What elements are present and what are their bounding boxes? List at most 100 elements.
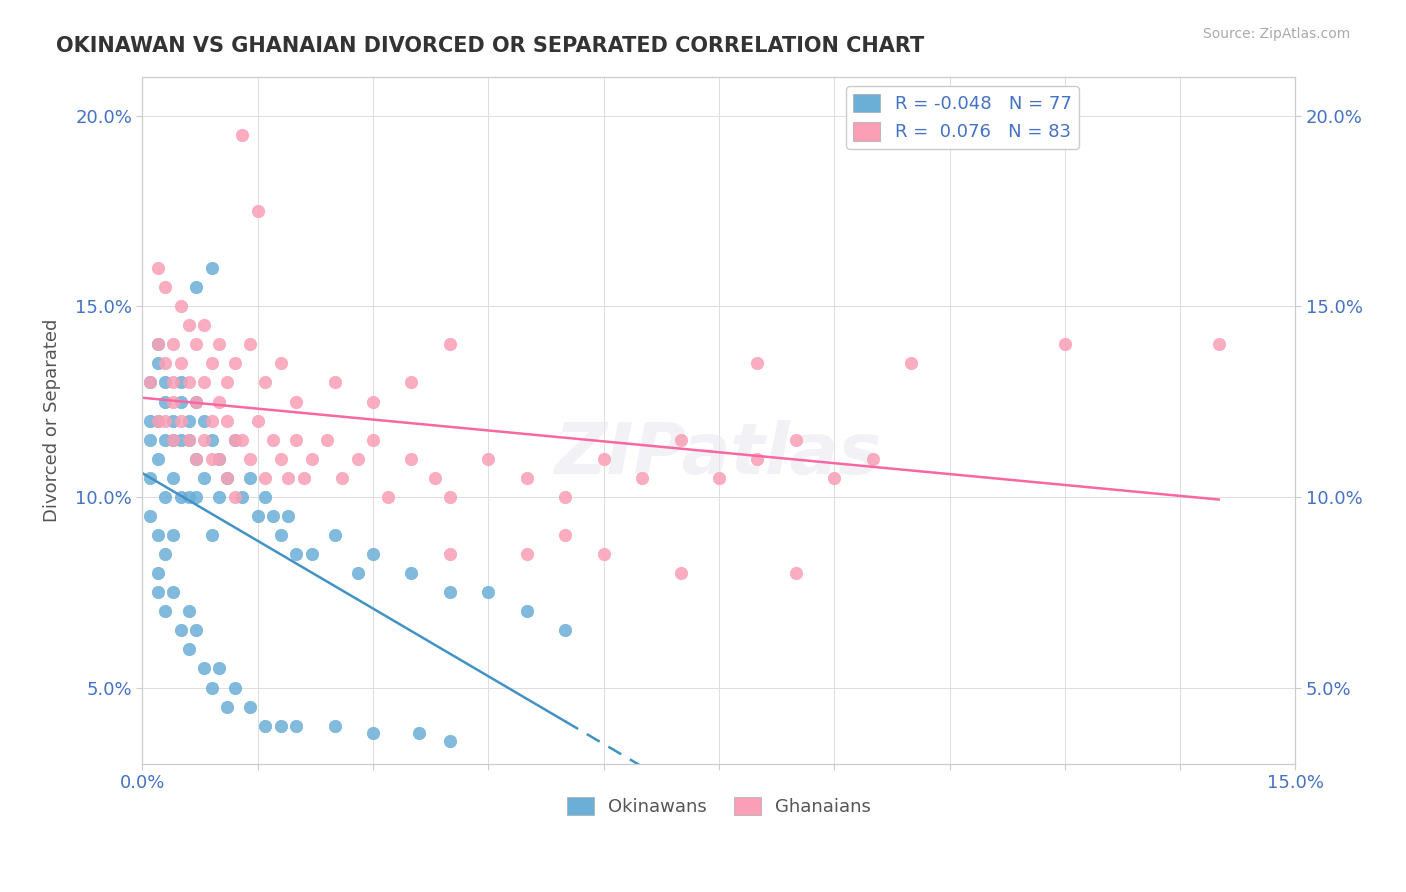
Point (139, 433, 162, 447)
Point (246, 203, 269, 218)
Point (669, 433, 692, 447)
Point (285, 394, 308, 409)
Point (162, 337, 184, 351)
Point (155, 280, 177, 294)
Point (439, 734, 461, 748)
Point (1053, 337, 1076, 351)
Point (254, 719, 277, 733)
Point (162, 471, 184, 485)
Point (215, 699, 238, 714)
Point (1208, 337, 1230, 351)
Point (224, 433, 246, 447)
Point (301, 547, 323, 561)
Point (186, 451, 208, 466)
Point (170, 414, 193, 428)
Point (155, 356, 177, 370)
Point (215, 376, 238, 390)
Point (361, 547, 384, 561)
Point (177, 414, 200, 428)
Point (170, 376, 193, 390)
Point (193, 318, 215, 333)
Point (270, 356, 292, 370)
Point (377, 490, 399, 504)
Text: OKINAWAN VS GHANAIAN DIVORCED OR SEPARATED CORRELATION CHART: OKINAWAN VS GHANAIAN DIVORCED OR SEPARAT… (56, 36, 925, 55)
Point (239, 699, 262, 714)
Point (193, 414, 215, 428)
Point (170, 624, 193, 638)
Point (193, 433, 215, 447)
Point (155, 414, 177, 428)
Point (201, 356, 224, 370)
Point (170, 299, 193, 313)
Point (239, 471, 262, 485)
Point (146, 337, 169, 351)
Point (170, 433, 193, 447)
Point (170, 394, 193, 409)
Point (155, 376, 177, 390)
Point (439, 337, 461, 351)
Point (177, 433, 200, 447)
Legend: Okinawans, Ghanaians: Okinawans, Ghanaians (560, 789, 879, 823)
Point (262, 508, 284, 523)
Point (361, 726, 384, 740)
Point (239, 337, 262, 351)
Point (592, 547, 614, 561)
Point (270, 451, 292, 466)
Point (162, 585, 184, 599)
Point (193, 661, 215, 675)
Point (146, 566, 169, 581)
Point (231, 490, 253, 504)
Point (146, 261, 169, 276)
Point (186, 394, 208, 409)
Point (239, 451, 262, 466)
Point (592, 451, 614, 466)
Point (631, 471, 654, 485)
Point (193, 376, 215, 390)
Point (139, 471, 162, 485)
Point (439, 490, 461, 504)
Point (554, 490, 576, 504)
Point (785, 566, 807, 581)
Text: ZIPatlas: ZIPatlas (555, 420, 883, 490)
Point (516, 604, 538, 618)
Point (346, 451, 368, 466)
Point (208, 337, 231, 351)
Point (285, 719, 308, 733)
Point (246, 414, 269, 428)
Point (554, 624, 576, 638)
Point (323, 376, 346, 390)
Point (231, 433, 253, 447)
Point (201, 681, 224, 695)
Point (224, 681, 246, 695)
Point (155, 547, 177, 561)
Point (177, 604, 200, 618)
Point (254, 490, 277, 504)
Point (201, 528, 224, 542)
Point (477, 451, 499, 466)
Point (162, 394, 184, 409)
Point (146, 451, 169, 466)
Point (316, 433, 339, 447)
Point (270, 719, 292, 733)
Point (516, 547, 538, 561)
Point (170, 356, 193, 370)
Point (177, 318, 200, 333)
Point (301, 451, 323, 466)
Text: Source: ZipAtlas.com: Source: ZipAtlas.com (1202, 27, 1350, 41)
Point (146, 337, 169, 351)
Point (224, 490, 246, 504)
Point (139, 414, 162, 428)
Point (201, 451, 224, 466)
Point (162, 528, 184, 542)
Point (862, 451, 884, 466)
Point (747, 451, 769, 466)
Point (186, 394, 208, 409)
Point (201, 433, 224, 447)
Point (193, 471, 215, 485)
Point (401, 451, 423, 466)
Point (201, 261, 224, 276)
Point (747, 356, 769, 370)
Point (208, 451, 231, 466)
Point (900, 356, 922, 370)
Point (277, 471, 299, 485)
